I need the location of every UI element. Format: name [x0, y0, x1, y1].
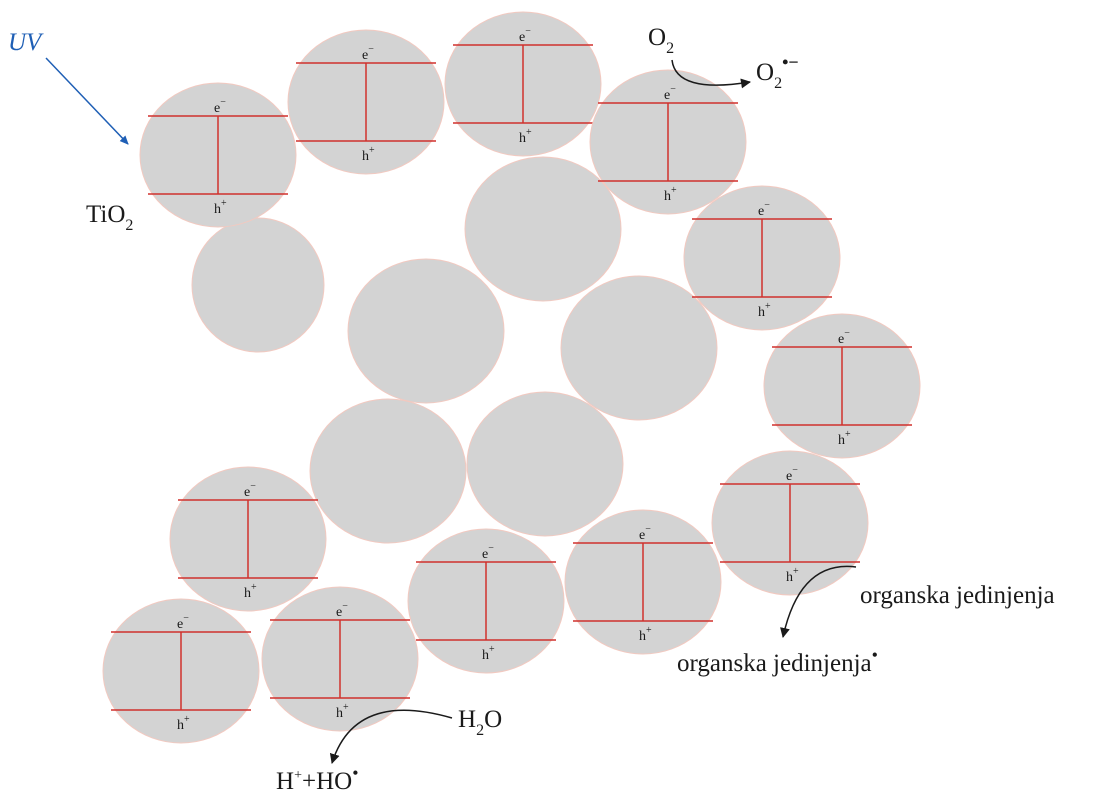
particle [466, 391, 624, 537]
hole-label: h+ [758, 301, 771, 320]
hole-label: h+ [336, 702, 349, 721]
particle [464, 156, 622, 302]
hole-label: h+ [244, 582, 257, 601]
band-particle: e− h+ [763, 313, 921, 459]
tio2-label: TiO2 [86, 201, 133, 234]
electron-label: e− [664, 84, 676, 103]
uv-label: UV [8, 29, 44, 56]
hole-label: h+ [177, 714, 190, 733]
electron-label: e− [838, 328, 850, 347]
organic-label: organska jedinjenja [860, 582, 1055, 609]
uv-arrow [45, 57, 129, 145]
electron-label: e− [519, 26, 531, 45]
electron-label: e− [758, 200, 770, 219]
band-particle: e− h+ [287, 29, 445, 175]
band-particle: e− h+ [589, 69, 747, 215]
particle [191, 217, 325, 353]
band-particle: e− h+ [711, 450, 869, 596]
band-particle: e− h+ [407, 528, 565, 674]
particle [560, 275, 718, 421]
hole-label: h+ [639, 625, 652, 644]
organic-radical-label: organska jedinjenja• [677, 645, 878, 677]
organic-oxidation-arrow [780, 565, 857, 638]
band-particle: e− h+ [169, 466, 327, 612]
band-particle: e− h+ [683, 185, 841, 331]
hole-label: h+ [362, 145, 375, 164]
electron-label: e− [362, 44, 374, 63]
water-oxidation-arrow [329, 709, 453, 764]
electron-label: e− [639, 524, 651, 543]
electron-label: e− [177, 613, 189, 632]
hole-label: h+ [838, 429, 851, 448]
electron-label: e− [214, 97, 226, 116]
hole-label: h+ [482, 644, 495, 663]
hole-label: h+ [664, 185, 677, 204]
band-particle: e− h+ [564, 509, 722, 655]
hydroxyl-label: H++HO• [276, 763, 359, 795]
band-particle: e− h+ [102, 598, 260, 744]
electron-label: e− [336, 601, 348, 620]
hole-label: h+ [214, 198, 227, 217]
electron-label: e− [482, 543, 494, 562]
band-particle: e− h+ [444, 11, 602, 157]
electron-label: e− [244, 481, 256, 500]
o2-label: O2 [648, 24, 674, 57]
superoxide-label: O2•− [756, 52, 799, 92]
electron-label: e− [786, 465, 798, 484]
band-particle: e− h+ [261, 586, 419, 732]
band-particle: e− h+ [139, 82, 297, 228]
particle [347, 258, 505, 404]
hole-label: h+ [519, 127, 532, 146]
plain-particles [191, 156, 718, 544]
water-label: H2O [458, 706, 502, 739]
o2-reduction-arrow [671, 59, 751, 89]
particle [309, 398, 467, 544]
hole-label: h+ [786, 566, 799, 585]
